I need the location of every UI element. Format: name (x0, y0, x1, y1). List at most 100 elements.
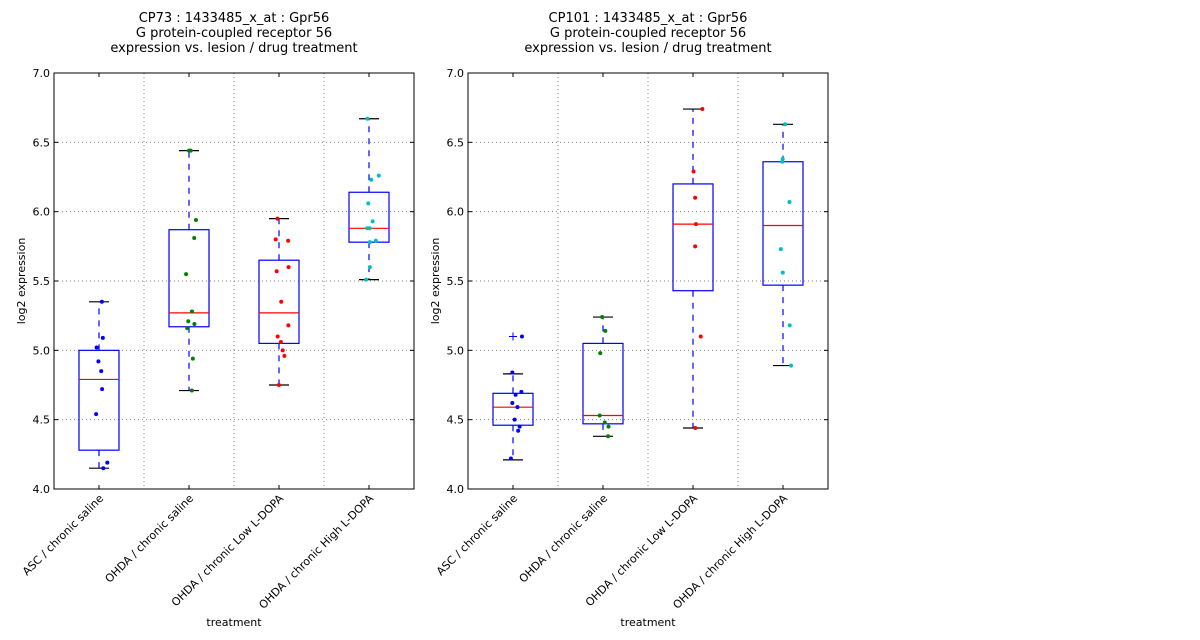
data-point (597, 413, 602, 418)
chart-title-line-1: CP101 : 1433485_x_at : Gpr56 (549, 11, 748, 26)
y-tick-label: 4.0 (33, 483, 51, 496)
x-axis-label: treatment (206, 616, 262, 629)
box-group (672, 107, 714, 430)
data-point (278, 340, 283, 345)
box-group (492, 332, 534, 461)
data-point (513, 392, 518, 397)
data-point (780, 159, 785, 164)
y-tick-label: 7.0 (447, 67, 465, 80)
box (672, 183, 714, 292)
data-point (783, 122, 788, 127)
data-point (99, 299, 104, 304)
box-group (78, 299, 120, 471)
data-point (100, 387, 105, 392)
data-point (778, 247, 783, 252)
y-tick-label: 4.0 (447, 483, 465, 496)
box (258, 259, 300, 345)
chart-title-line-2: G protein-coupled receptor 56 (136, 26, 332, 41)
data-point (510, 370, 515, 375)
y-tick-label: 6.0 (33, 206, 51, 219)
grid (468, 72, 828, 490)
grid (54, 72, 414, 490)
y-tick-label: 5.0 (33, 344, 51, 357)
data-point (606, 424, 611, 429)
data-point (693, 244, 698, 249)
data-point (365, 116, 370, 121)
data-point (94, 412, 99, 417)
y-tick-label: 4.5 (447, 414, 465, 427)
data-point (279, 299, 284, 304)
y-axis-label: log2 expression (15, 238, 28, 325)
data-point (693, 222, 698, 227)
chart-panel-cp73: CP73 : 1433485_x_at : Gpr56 G protein-co… (15, 11, 415, 629)
data-point (698, 334, 703, 339)
data-point (96, 359, 101, 364)
data-point (184, 272, 189, 277)
x-tick-label: OHDA / chronic saline (103, 492, 197, 586)
y-tick-label: 6.5 (33, 136, 51, 149)
data-point (516, 428, 521, 433)
data-point (602, 420, 607, 425)
y-tick-label: 5.0 (447, 344, 465, 357)
box (78, 349, 120, 451)
x-axis-label: treatment (620, 616, 676, 629)
x-tick-label: ASC / chronic saline (434, 492, 520, 578)
data-point (101, 466, 106, 471)
data-point (376, 173, 381, 178)
data-point (370, 219, 375, 224)
x-tick-label: OHDA / chronic saline (517, 492, 611, 586)
data-point (286, 265, 291, 270)
data-point (189, 388, 194, 393)
data-point (275, 216, 280, 221)
data-point (510, 401, 515, 406)
data-point (787, 323, 792, 328)
data-point (286, 238, 291, 243)
box-group (348, 116, 390, 282)
data-point (373, 238, 378, 243)
y-tick-label: 7.0 (33, 67, 51, 80)
data-point (700, 107, 705, 112)
y-tick-label: 6.0 (447, 206, 465, 219)
data-point (367, 265, 372, 270)
data-point (286, 323, 291, 328)
box (762, 161, 804, 286)
box (582, 342, 624, 425)
data-point (192, 321, 197, 326)
data-point (282, 353, 287, 358)
y-axis-label: log2 expression (429, 238, 442, 325)
data-point (190, 356, 195, 361)
data-point (365, 226, 370, 231)
chart-panel-cp101: CP101 : 1433485_x_at : Gpr56 G protein-c… (429, 11, 829, 629)
chart-title-line-2: G protein-coupled receptor 56 (550, 26, 746, 41)
y-tick-label: 5.5 (33, 275, 51, 288)
data-point (780, 270, 785, 275)
data-point (369, 177, 374, 182)
data-point (598, 351, 603, 356)
data-point (105, 460, 110, 465)
data-point (693, 425, 698, 430)
data-point (94, 345, 99, 350)
data-point (512, 417, 517, 422)
y-tick-label: 6.5 (447, 136, 465, 149)
data-point (275, 334, 280, 339)
box (348, 191, 390, 243)
plot-frame (53, 72, 415, 490)
data-point (515, 405, 520, 410)
box-group (258, 216, 300, 387)
data-point (606, 434, 611, 439)
y-tick-label: 4.5 (33, 414, 51, 427)
data-point (193, 217, 198, 222)
data-point (100, 335, 105, 340)
data-point (508, 456, 513, 461)
data-point (185, 326, 190, 331)
data-point (787, 199, 792, 204)
data-point (186, 148, 191, 153)
box (168, 229, 210, 328)
data-point (603, 328, 608, 333)
outlier-marker (509, 332, 517, 341)
data-point (517, 424, 522, 429)
data-point (276, 383, 281, 387)
data-point (691, 169, 696, 174)
data-point (693, 195, 698, 200)
